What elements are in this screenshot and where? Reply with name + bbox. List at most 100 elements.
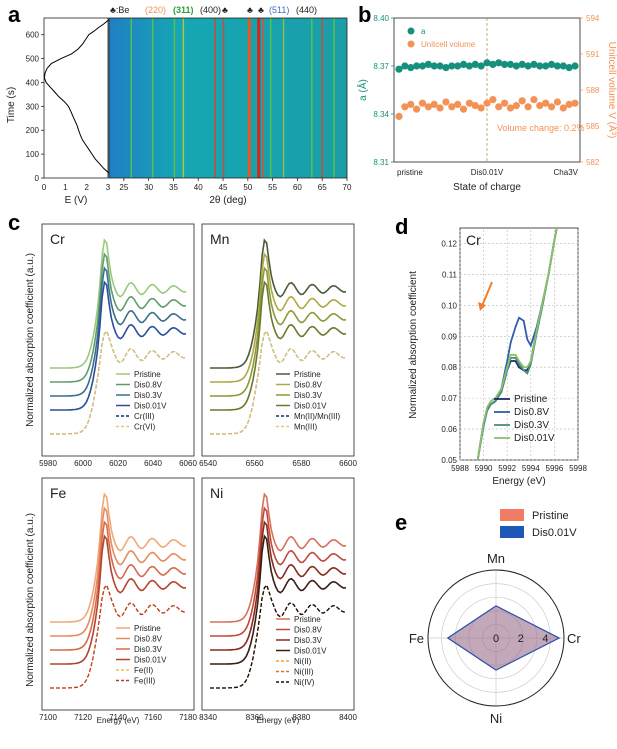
volume-point [395, 112, 403, 120]
panel-c-ylabel-top: Normalized absorption coefficient (a.u.) [25, 253, 36, 427]
voltage-curve [43, 17, 113, 179]
legend-label: Mn(III) [294, 423, 317, 432]
xtick-label: 60 [293, 183, 302, 192]
legend-label: Dis0.01V [294, 402, 327, 411]
panel-b-points [395, 59, 579, 120]
ytick-label: 0.08 [441, 363, 457, 372]
legend-label: Dis0.01V [134, 402, 167, 411]
panel-a-ylabel: Time (s) [6, 87, 17, 123]
spectrum-line [50, 266, 187, 397]
lattice-point [571, 62, 579, 70]
lattice-point [489, 60, 497, 68]
xtick-label: 7140 [109, 713, 127, 722]
panel-d: 0.05 0.06 0.07 0.08 0.09 0.10 0.11 0.12 5988 5990… [408, 227, 587, 487]
radar-axis-label: Mn [487, 551, 505, 566]
legend-label: Pristine [294, 615, 321, 624]
legend-label: Cr(VI) [134, 423, 156, 432]
ytick-label: 8.34 [373, 110, 389, 119]
lattice-point [471, 60, 479, 68]
legend-label-a: a [421, 27, 426, 36]
ytick-label: 0.07 [441, 394, 457, 403]
xtick-label: 5994 [522, 464, 540, 473]
legend-label: Dis0.3V [294, 391, 323, 400]
volume-point [571, 99, 579, 107]
subplot-frame [201, 477, 355, 711]
radar-rlabel: 0 [493, 633, 499, 645]
xtick-label: 40 [194, 183, 203, 192]
panel-b-xtick-pristine: pristine [397, 168, 423, 177]
legend-swatch-dis [500, 526, 524, 538]
volume-point [471, 102, 479, 110]
xtick-label: 2 [84, 183, 89, 192]
xtick-label: 70 [343, 183, 352, 192]
xtick-label: 25 [119, 183, 128, 192]
ytick-label: 500 [26, 55, 40, 64]
spectrum-line [50, 492, 187, 623]
xtick-label: 6020 [109, 459, 127, 468]
ytick-label: 400 [26, 78, 40, 87]
volume-point [506, 104, 515, 112]
volume-point [518, 97, 526, 105]
xtick-label: 45 [219, 183, 228, 192]
club-marker-3: ♣ [258, 5, 264, 15]
xtick-label: 5980 [39, 459, 57, 468]
xtick-label: 7100 [39, 713, 57, 722]
xlabel-ni: Energy (eV) [257, 716, 300, 725]
legend-label: Pristine [514, 394, 548, 405]
spectrum-line [210, 280, 347, 411]
legend-label: Dis0.8V [134, 381, 163, 390]
legend-label: Pristine [134, 370, 161, 379]
lattice-point [413, 62, 421, 70]
lattice-point [465, 62, 473, 70]
legend-label: Pristine [134, 624, 161, 633]
xrd-heatmap-background [109, 18, 347, 178]
peak-400-label: (400) [200, 5, 221, 15]
panel-a-voltage-frame [43, 17, 109, 179]
lattice-point [448, 62, 456, 70]
panel-label-d: d [395, 214, 408, 239]
legend-label: Cr(III) [134, 412, 155, 421]
ytick-label: 600 [26, 31, 40, 40]
spectrum-line [210, 534, 347, 665]
volume-point [448, 103, 456, 111]
xtick-label: 5996 [546, 464, 564, 473]
peak-511-label: (511) [269, 5, 289, 15]
diffraction-line [257, 18, 261, 178]
legend-label: Dis0.3V [134, 645, 163, 654]
volume-point [454, 100, 462, 108]
xtick-label: 1 [63, 183, 68, 192]
diffraction-line [262, 18, 264, 178]
peak-311-label: (311) [173, 5, 194, 15]
volume-point [542, 99, 550, 107]
panel-d-legend: Pristine Dis0.8V Dis0.3V Dis0.01V [494, 394, 555, 444]
xtick-label: 35 [169, 183, 178, 192]
legend-label: Dis0.8V [514, 407, 549, 418]
subplot-frame [41, 477, 195, 711]
xtick-label: 6000 [74, 459, 92, 468]
ytick-label: 0.06 [441, 425, 457, 434]
diffraction-line [311, 18, 313, 178]
xtick-label: 65 [318, 183, 327, 192]
xtick-label: 6580 [292, 459, 310, 468]
legend-marker-volume [407, 40, 415, 48]
diffraction-line [269, 18, 272, 178]
xtick-label: 5988 [451, 464, 469, 473]
diffraction-line [173, 18, 176, 178]
xtick-label: 55 [268, 183, 277, 192]
panel-d-grid: 0.05 0.06 0.07 0.08 0.09 0.10 0.11 0.12 5988 5990… [441, 228, 587, 473]
volume-point [553, 98, 562, 106]
ytick-label: 0.11 [442, 270, 458, 279]
spectrum-line [50, 280, 187, 411]
ytick-label: 594 [586, 14, 600, 23]
volume-point [442, 98, 450, 106]
spectrum-line [50, 534, 187, 665]
legend-label: Dis0.8V [294, 381, 323, 390]
legend-label: Pristine [294, 370, 321, 379]
spectrum-line [210, 252, 347, 383]
panel-d-xlabel: Energy (eV) [492, 476, 545, 487]
volume-point [401, 103, 409, 111]
ytick-label: 582 [586, 158, 600, 167]
legend-label: Fe(III) [134, 677, 156, 686]
legend-label: Dis0.3V [294, 636, 323, 645]
